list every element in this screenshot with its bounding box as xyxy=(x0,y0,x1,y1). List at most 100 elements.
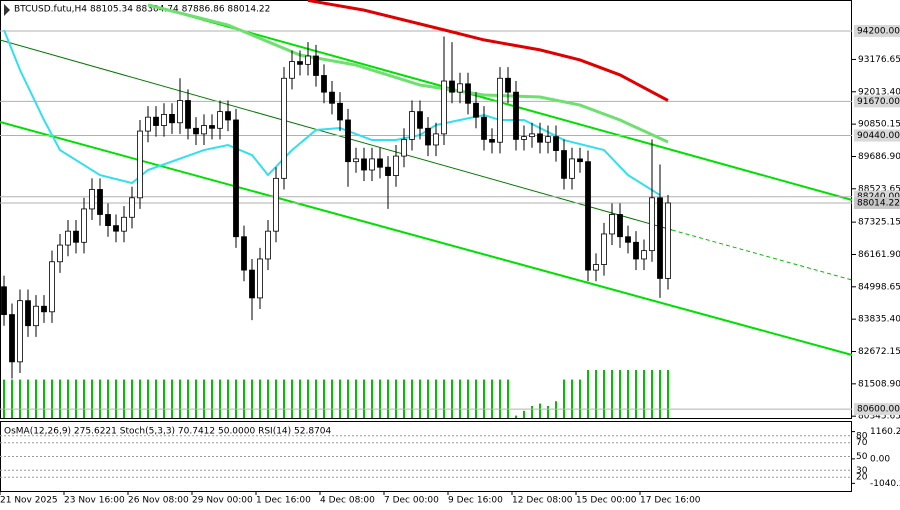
moving-average xyxy=(3,29,661,196)
candle-body xyxy=(625,236,631,243)
volume-bar xyxy=(339,379,341,418)
candle-body xyxy=(297,61,303,65)
volume-bar xyxy=(619,370,621,418)
volume-bar xyxy=(107,379,109,418)
volume-bar xyxy=(387,379,389,418)
level-label-bg xyxy=(854,95,900,108)
candle-body xyxy=(169,114,175,124)
volume-bar xyxy=(67,379,69,418)
x-tick-label: 12 Dec 08:00 xyxy=(512,496,573,506)
candle-body xyxy=(617,214,623,238)
y-tick-label: 90850.15 xyxy=(858,120,900,130)
candle-body xyxy=(313,55,319,76)
candle-body xyxy=(417,111,423,129)
candle-body xyxy=(217,111,223,129)
indicator-level-label: 30 xyxy=(856,466,868,476)
candle-body xyxy=(49,261,55,313)
volume-bar xyxy=(651,370,653,418)
candle-body xyxy=(361,158,367,171)
level-label: 94200.00 xyxy=(857,26,900,36)
candle-body xyxy=(385,166,391,176)
candle-body xyxy=(409,111,415,140)
volume-bar xyxy=(155,379,157,418)
candle-body xyxy=(249,269,255,299)
volume-bar xyxy=(171,379,173,418)
volume-bar xyxy=(659,370,661,418)
indicator-level-label: 80 xyxy=(856,431,868,441)
y-tick-label: 82672.15 xyxy=(858,347,900,357)
volume-bar xyxy=(43,379,45,418)
indicator-label: OsMA(12,26,9) 275.6221 Stoch(5,3,3) 70.7… xyxy=(4,427,332,437)
candle-body xyxy=(329,91,335,104)
volume-bar xyxy=(347,379,349,418)
candle-body xyxy=(97,189,103,215)
volume-bar xyxy=(331,379,333,418)
volume-bar xyxy=(307,379,309,418)
volume-bar xyxy=(595,370,597,418)
volume-bar xyxy=(371,379,373,418)
volume-bar xyxy=(275,379,277,418)
candle-body xyxy=(553,136,559,151)
candle-body xyxy=(153,116,159,126)
candle-body xyxy=(433,133,439,146)
candle-body xyxy=(113,225,119,232)
symbol-icon xyxy=(4,4,10,16)
candle-body xyxy=(585,161,591,271)
candle-body xyxy=(569,158,575,179)
candle-body xyxy=(577,158,583,163)
x-tick-label: 23 Nov 16:00 xyxy=(64,496,125,506)
candle-body xyxy=(593,264,599,271)
candle-body xyxy=(129,197,135,218)
candle-body xyxy=(105,214,111,227)
volume-bar xyxy=(603,370,605,418)
volume-bar xyxy=(547,406,549,418)
candle-body xyxy=(273,177,279,232)
candle-body xyxy=(121,216,127,232)
level-label-bg xyxy=(854,403,900,416)
candle-body xyxy=(545,136,551,143)
candle-body xyxy=(513,91,519,140)
candle-body xyxy=(257,258,263,299)
candle-body xyxy=(185,100,191,129)
y-tick-label: 87325.15 xyxy=(858,218,900,228)
volume-bar xyxy=(235,379,237,418)
candle-body xyxy=(393,155,399,176)
volume-bar xyxy=(643,370,645,418)
candle-body xyxy=(481,116,487,140)
candle-body xyxy=(449,80,455,93)
volume-bar xyxy=(395,379,397,418)
volume-bar xyxy=(91,379,93,418)
candle-body xyxy=(145,116,151,132)
candle-body xyxy=(489,139,495,143)
indicator-level-label: 70 xyxy=(856,438,868,448)
candle-body xyxy=(521,136,527,140)
y-tick-label: 88523.65 xyxy=(858,184,900,194)
candle-body xyxy=(73,230,79,243)
volume-bar xyxy=(11,379,13,418)
volume-bar xyxy=(131,379,133,418)
candle-body xyxy=(89,189,95,210)
candle-body xyxy=(161,114,167,126)
candle-body xyxy=(561,150,567,179)
volume-bar xyxy=(363,379,365,418)
candle-body xyxy=(473,102,479,118)
candle-body xyxy=(1,286,7,315)
indicator-level-label: 20 xyxy=(856,473,868,483)
candle-body xyxy=(345,119,351,163)
candle-body xyxy=(425,127,431,146)
volume-bar xyxy=(579,379,581,418)
volume-bar xyxy=(491,379,493,418)
x-tick-label: 26 Nov 08:00 xyxy=(128,496,189,506)
volume-bar xyxy=(451,379,453,418)
candle-body xyxy=(17,300,23,363)
x-tick-label: 17 Dec 16:00 xyxy=(640,496,701,506)
y-tick-label: 81508.90 xyxy=(858,379,900,389)
candle-body xyxy=(497,77,503,143)
volume-bar xyxy=(459,379,461,418)
ohlc-header: 88105.34 88304.74 87886.86 88014.22 xyxy=(90,5,270,15)
x-tick-label: 1 Dec 16:00 xyxy=(256,496,311,506)
volume-bar xyxy=(259,379,261,418)
candle-body xyxy=(457,83,463,93)
volume-bar xyxy=(499,379,501,418)
y-tick-label: 92013.40 xyxy=(858,87,900,97)
